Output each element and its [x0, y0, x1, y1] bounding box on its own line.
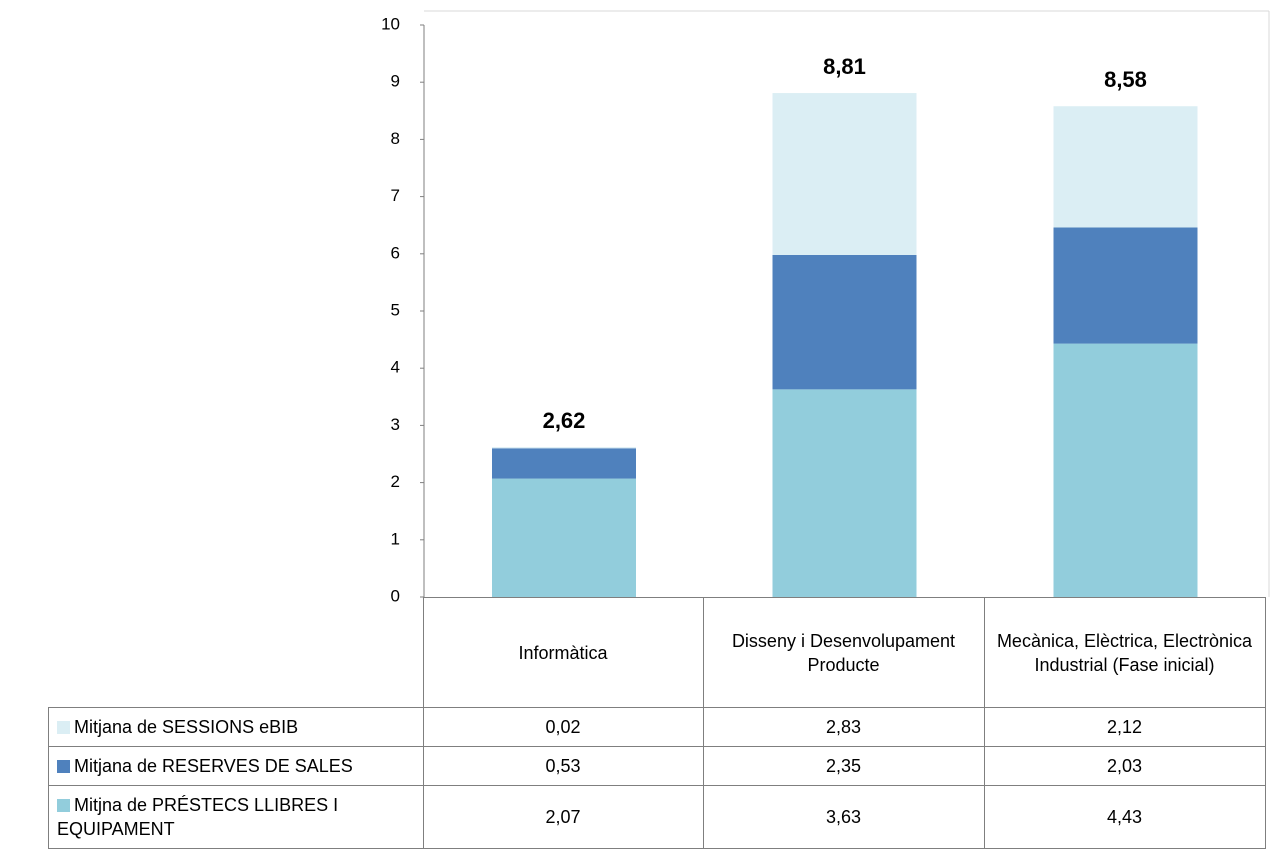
- table-row: Mitjana de RESERVES DE SALES 0,53 2,35 2,03: [48, 746, 1266, 786]
- legend-swatch: [57, 760, 70, 773]
- legend-swatch: [57, 799, 70, 812]
- category-label: Disseny i Desenvolupament Producte: [702, 597, 985, 708]
- table-row: Mitjna de PRÉSTECS LLIBRES I EQUIPAMENT 2…: [48, 785, 1266, 849]
- table-value: 2,35: [702, 746, 985, 786]
- table-row: Mitjana de SESSIONS eBIB 0,02 2,83 2,12: [48, 707, 1266, 747]
- legend-label: Mitjana de SESSIONS eBIB: [74, 717, 299, 737]
- legend-cell: Mitjana de RESERVES DE SALES: [48, 746, 424, 786]
- y-tick-label: 10: [381, 14, 400, 33]
- total-label: 2,62: [543, 408, 586, 433]
- y-tick-label: 4: [391, 358, 400, 377]
- table-value: 2,83: [702, 707, 985, 747]
- y-tick-label: 8: [391, 129, 400, 148]
- legend-swatch: [57, 721, 70, 734]
- y-tick-label: 7: [391, 186, 400, 205]
- total-label: 8,58: [1104, 67, 1147, 92]
- y-tick-label: 3: [391, 415, 400, 434]
- table-value: 2,03: [983, 746, 1266, 786]
- data-table: Informàtica Disseny i Desenvolupament Pro…: [48, 597, 1266, 849]
- y-tick-label: 6: [391, 243, 400, 262]
- table-value: 3,63: [702, 785, 985, 849]
- table-value: 2,07: [422, 785, 704, 849]
- category-label: Mecànica, Elèctrica, Electrònica Industr…: [983, 597, 1266, 708]
- total-label: 8,81: [823, 54, 866, 79]
- bar-segment: [772, 389, 917, 597]
- legend-cell: Mitjna de PRÉSTECS LLIBRES I EQUIPAMENT: [48, 785, 424, 849]
- legend-label: Mitjna de PRÉSTECS LLIBRES I EQUIPAMENT: [57, 795, 339, 839]
- bar-segment: [1053, 343, 1198, 597]
- table-value: 4,43: [983, 785, 1266, 849]
- y-tick-label: 1: [391, 529, 400, 548]
- bar-segment: [492, 447, 636, 449]
- y-tick-label: 0: [391, 586, 400, 605]
- y-tick-label: 5: [391, 300, 400, 319]
- bar-segment: [1053, 106, 1198, 228]
- bar-segment: [492, 448, 636, 479]
- y-tick-label: 9: [391, 72, 400, 91]
- y-tick-label: 2: [391, 472, 400, 491]
- bar-segment: [492, 478, 636, 597]
- table-corner: [48, 597, 424, 708]
- table-header-row: Informàtica Disseny i Desenvolupament Pro…: [48, 597, 1266, 708]
- category-label: Informàtica: [422, 597, 704, 708]
- table-value: 0,02: [422, 707, 704, 747]
- bar-segment: [1053, 227, 1198, 344]
- bar-segment: [772, 93, 917, 255]
- table-value: 2,12: [983, 707, 1266, 747]
- legend-label: Mitjana de RESERVES DE SALES: [74, 756, 353, 776]
- legend-cell: Mitjana de SESSIONS eBIB: [48, 707, 424, 747]
- bar-segment: [772, 254, 917, 390]
- table-value: 0,53: [422, 746, 704, 786]
